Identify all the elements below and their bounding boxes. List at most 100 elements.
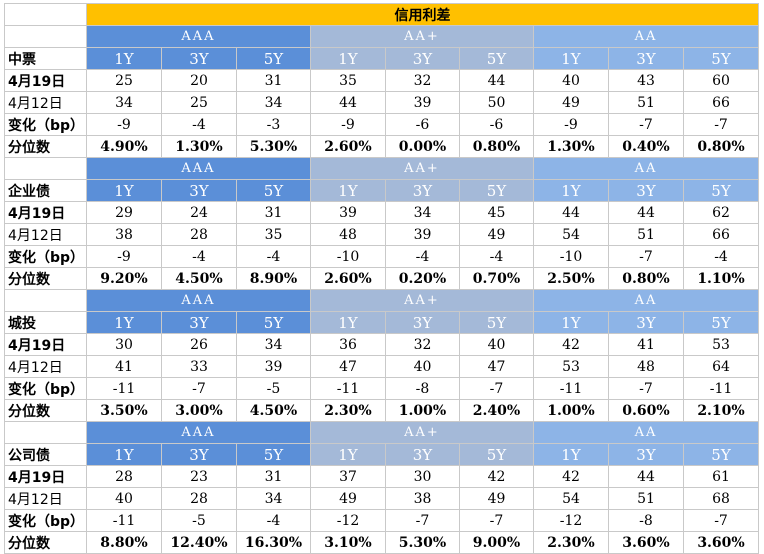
tenor-header: 3Y xyxy=(608,179,684,202)
value-cell: 34 xyxy=(236,487,311,510)
section-blank xyxy=(4,25,87,48)
row-current: 4月19日 29 24 31 39 34 45 44 44 62 xyxy=(4,201,760,224)
value-cell: 35 xyxy=(310,69,386,92)
value-cell: 38 xyxy=(385,487,460,510)
value-cell: 34 xyxy=(236,91,311,114)
value-cell: 3.50% xyxy=(86,399,162,422)
value-cell: 0.80% xyxy=(608,267,684,290)
value-cell: 39 xyxy=(236,355,311,378)
value-cell: 3.10% xyxy=(310,531,386,554)
row-change: 变化（bp） -11 -5 -4 -12 -7 -7 -12 -8 -7 xyxy=(4,509,760,532)
value-cell: -12 xyxy=(533,509,609,532)
value-cell: -7 xyxy=(459,509,534,532)
row-change: 变化（bp） -11 -7 -5 -11 -8 -7 -11 -7 -11 xyxy=(4,377,760,400)
tenor-header: 1Y xyxy=(310,179,386,202)
row-change: 变化（bp） -9 -4 -3 -9 -6 -6 -9 -7 -7 xyxy=(4,113,760,136)
tenor-header: 5Y xyxy=(236,443,311,466)
value-cell: 31 xyxy=(236,201,311,224)
value-cell: 34 xyxy=(86,91,162,114)
tenor-header: 3Y xyxy=(161,311,237,334)
value-cell: -9 xyxy=(310,113,386,136)
value-cell: 51 xyxy=(608,91,684,114)
value-cell: 42 xyxy=(533,465,609,488)
value-cell: -11 xyxy=(310,377,386,400)
value-cell: 43 xyxy=(608,69,684,92)
value-cell: 4.50% xyxy=(161,267,237,290)
value-cell: -7 xyxy=(161,377,237,400)
title-row: 信用利差 xyxy=(4,3,760,26)
value-cell: 68 xyxy=(682,487,760,510)
group-header-row: AAA AA+ AA xyxy=(4,25,760,48)
value-cell: 44 xyxy=(608,465,684,488)
value-cell: 51 xyxy=(608,223,684,246)
value-cell: 1.10% xyxy=(682,267,760,290)
tenor-header: 1Y xyxy=(533,311,609,334)
value-cell: 39 xyxy=(385,223,460,246)
row-label: 4月12日 xyxy=(4,223,87,246)
table-title: 信用利差 xyxy=(85,3,760,26)
row-label: 4月19日 xyxy=(4,201,87,224)
row-percentile: 分位数 9.20% 4.50% 8.90% 2.60% 0.20% 0.70% 2.50% 0.… xyxy=(4,267,760,290)
value-cell: -7 xyxy=(608,113,684,136)
value-cell: 53 xyxy=(682,333,760,356)
value-cell: 4.50% xyxy=(236,399,311,422)
value-cell: 42 xyxy=(533,333,609,356)
value-cell: -4 xyxy=(385,245,460,268)
tenor-header: 5Y xyxy=(459,47,534,70)
tenor-header: 3Y xyxy=(608,443,684,466)
value-cell: -7 xyxy=(459,377,534,400)
tenor-header: 3Y xyxy=(161,179,237,202)
value-cell: 44 xyxy=(533,201,609,224)
rating-group-header: AA+ xyxy=(310,25,534,48)
value-cell: -9 xyxy=(86,245,162,268)
row-label: 4月19日 xyxy=(4,69,87,92)
section-name: 城投 xyxy=(4,311,87,334)
value-cell: 33 xyxy=(161,355,237,378)
row-current: 4月19日 30 26 34 36 32 40 42 41 53 xyxy=(4,333,760,356)
value-cell: 25 xyxy=(161,91,237,114)
row-label: 分位数 xyxy=(4,135,87,158)
value-cell: 26 xyxy=(161,333,237,356)
rating-group-header: AA xyxy=(532,289,760,312)
tenor-header: 1Y xyxy=(86,47,162,70)
section-blank xyxy=(4,157,87,180)
value-cell: 31 xyxy=(236,465,311,488)
value-cell: 3.00% xyxy=(161,399,237,422)
row-label: 分位数 xyxy=(4,267,87,290)
rating-group-header: AA+ xyxy=(310,421,534,444)
value-cell: 45 xyxy=(459,201,534,224)
tenor-header-row: 企业债 1Y 3Y 5Y 1Y 3Y 5Y 1Y 3Y 5Y xyxy=(4,179,760,202)
tenor-header: 3Y xyxy=(385,47,460,70)
value-cell: 36 xyxy=(310,333,386,356)
value-cell: -7 xyxy=(608,245,684,268)
section-blank xyxy=(4,289,87,312)
value-cell: 2.50% xyxy=(533,267,609,290)
value-cell: -4 xyxy=(236,245,311,268)
tenor-header: 3Y xyxy=(385,179,460,202)
section-name: 中票 xyxy=(4,47,87,70)
value-cell: 66 xyxy=(682,91,760,114)
value-cell: -7 xyxy=(682,509,760,532)
value-cell: -10 xyxy=(310,245,386,268)
section-blank xyxy=(4,421,87,444)
value-cell: -6 xyxy=(459,113,534,136)
row-percentile: 分位数 4.90% 1.30% 5.30% 2.60% 0.00% 0.80% 1.30% 0.… xyxy=(4,135,760,158)
rating-group-header: AA xyxy=(532,421,760,444)
tenor-header: 5Y xyxy=(236,179,311,202)
value-cell: 49 xyxy=(533,91,609,114)
value-cell: 62 xyxy=(682,201,760,224)
value-cell: 49 xyxy=(310,487,386,510)
value-cell: 47 xyxy=(459,355,534,378)
value-cell: 40 xyxy=(459,333,534,356)
value-cell: -4 xyxy=(682,245,760,268)
value-cell: 32 xyxy=(385,69,460,92)
value-cell: -6 xyxy=(385,113,460,136)
row-previous: 4月12日 41 33 39 47 40 47 53 48 64 xyxy=(4,355,760,378)
value-cell: 41 xyxy=(86,355,162,378)
rating-group-header: AA+ xyxy=(310,157,534,180)
tenor-header: 3Y xyxy=(608,47,684,70)
value-cell: 34 xyxy=(385,201,460,224)
value-cell: 28 xyxy=(161,223,237,246)
tenor-header: 1Y xyxy=(533,179,609,202)
tenor-header: 1Y xyxy=(533,443,609,466)
